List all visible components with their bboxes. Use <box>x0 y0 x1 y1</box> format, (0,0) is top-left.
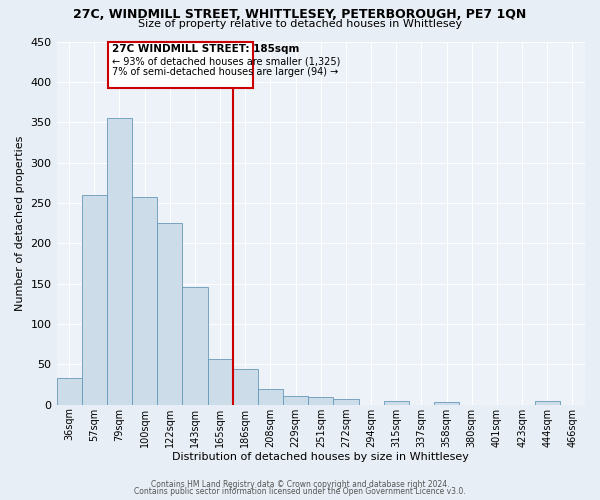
Bar <box>56 378 82 404</box>
Bar <box>233 369 258 404</box>
Text: ← 93% of detached houses are smaller (1,325): ← 93% of detached houses are smaller (1,… <box>112 56 340 66</box>
Bar <box>157 223 182 404</box>
Bar <box>434 402 459 404</box>
Bar <box>334 399 359 404</box>
FancyBboxPatch shape <box>108 42 253 88</box>
Bar <box>82 195 107 404</box>
Text: 27C, WINDMILL STREET, WHITTLESEY, PETERBOROUGH, PE7 1QN: 27C, WINDMILL STREET, WHITTLESEY, PETERB… <box>73 8 527 20</box>
Text: Contains HM Land Registry data © Crown copyright and database right 2024.: Contains HM Land Registry data © Crown c… <box>151 480 449 489</box>
Text: Size of property relative to detached houses in Whittlesey: Size of property relative to detached ho… <box>138 19 462 29</box>
Bar <box>383 400 409 404</box>
Bar <box>258 388 283 404</box>
Text: 27C WINDMILL STREET: 185sqm: 27C WINDMILL STREET: 185sqm <box>112 44 299 54</box>
Bar <box>308 396 334 404</box>
X-axis label: Distribution of detached houses by size in Whittlesey: Distribution of detached houses by size … <box>172 452 469 462</box>
Bar <box>283 396 308 404</box>
Bar <box>182 287 208 405</box>
Text: 7% of semi-detached houses are larger (94) →: 7% of semi-detached houses are larger (9… <box>112 66 338 76</box>
Bar <box>208 358 233 405</box>
Y-axis label: Number of detached properties: Number of detached properties <box>15 136 25 311</box>
Text: Contains public sector information licensed under the Open Government Licence v3: Contains public sector information licen… <box>134 487 466 496</box>
Bar <box>535 402 560 404</box>
Bar <box>132 198 157 404</box>
Bar <box>107 118 132 405</box>
